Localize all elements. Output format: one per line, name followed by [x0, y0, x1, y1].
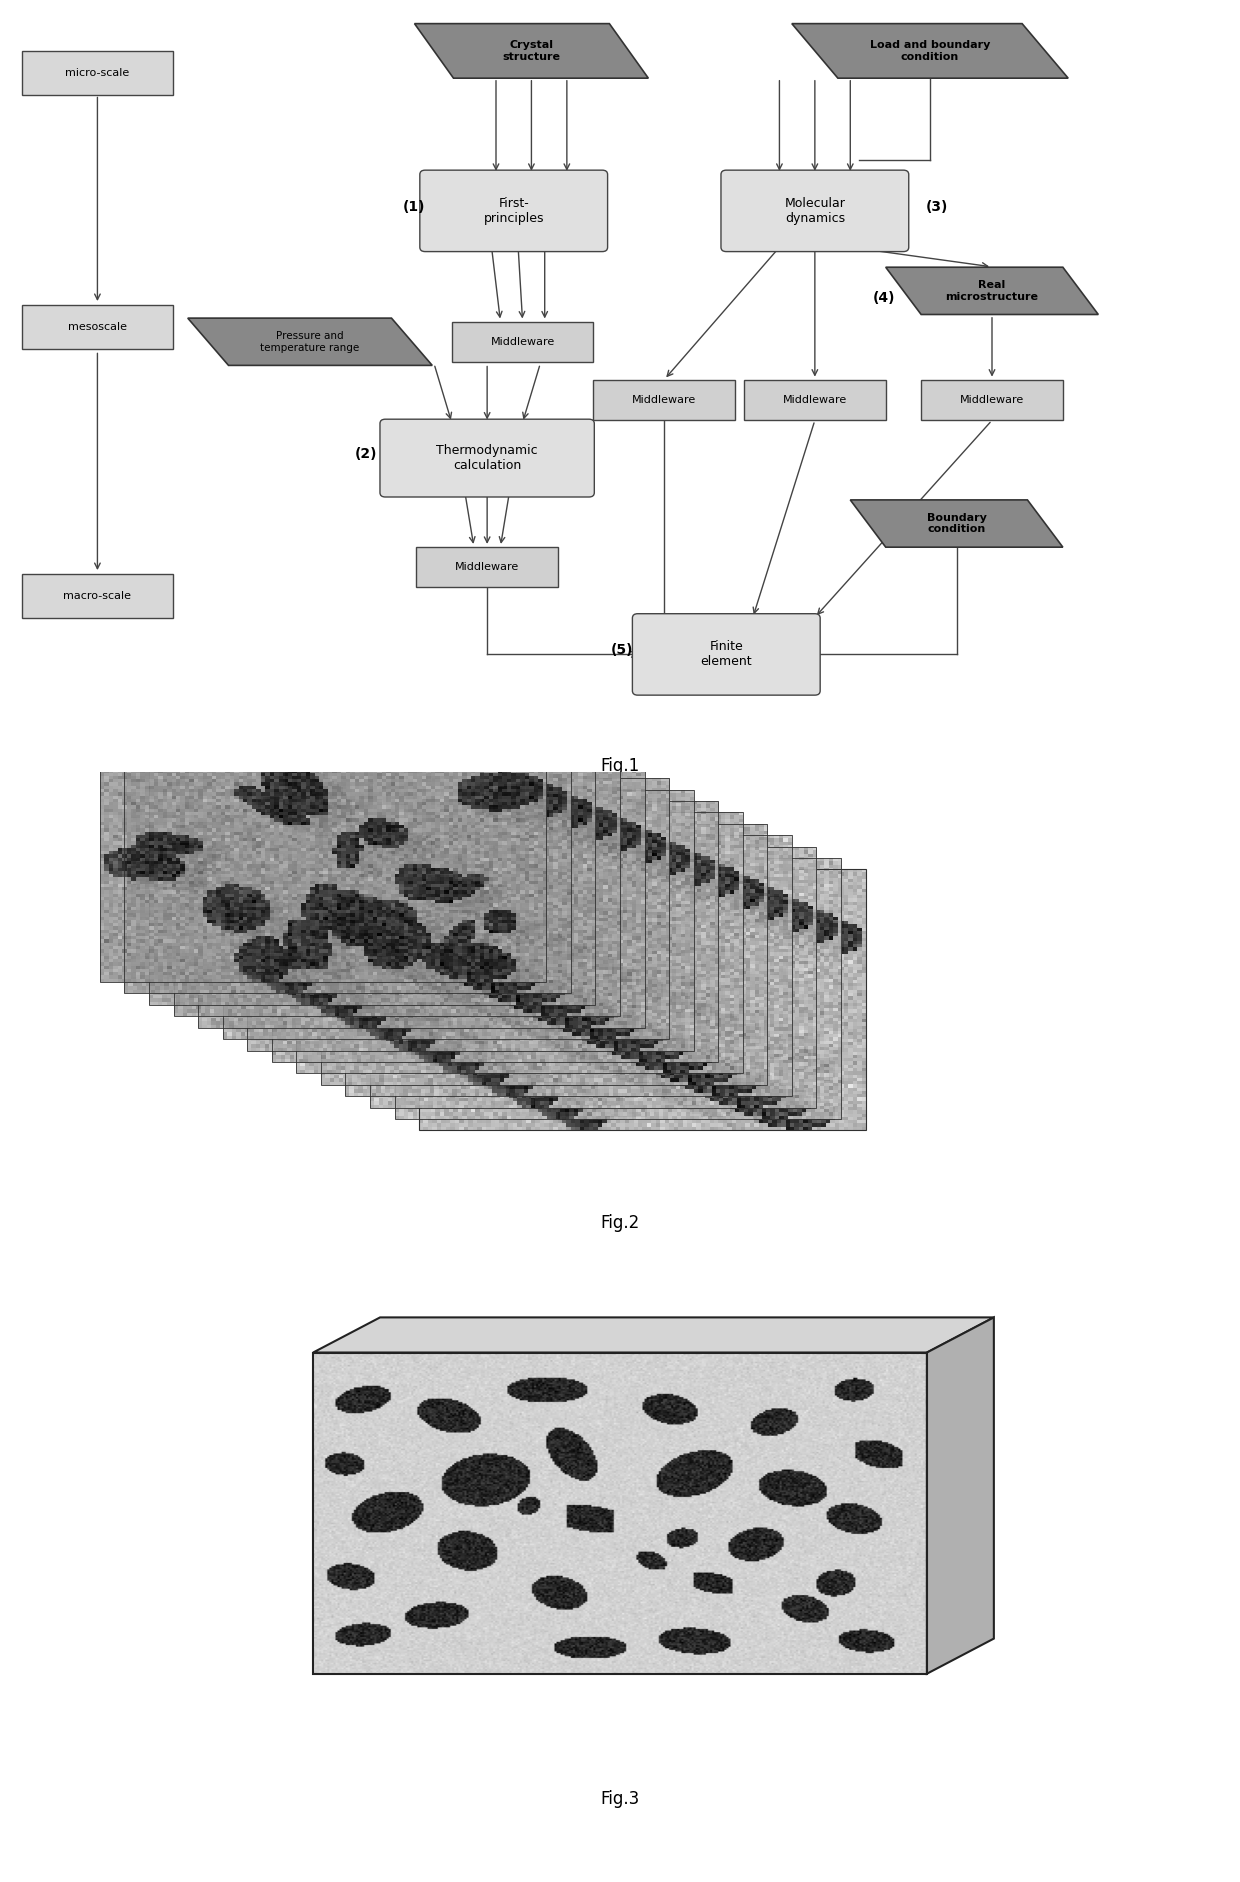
FancyBboxPatch shape: [451, 322, 594, 361]
Text: Pressure and
temperature range: Pressure and temperature range: [260, 331, 360, 352]
FancyBboxPatch shape: [921, 380, 1063, 420]
FancyBboxPatch shape: [632, 614, 820, 694]
Text: (4): (4): [873, 290, 895, 305]
Text: Thermodynamic
calculation: Thermodynamic calculation: [436, 444, 538, 472]
Text: micro-scale: micro-scale: [66, 68, 129, 77]
Text: (3): (3): [925, 199, 947, 215]
Text: Middleware: Middleware: [491, 337, 554, 346]
FancyBboxPatch shape: [720, 169, 909, 252]
Text: Middleware: Middleware: [960, 395, 1024, 405]
Text: Middleware: Middleware: [455, 563, 520, 572]
Polygon shape: [187, 318, 433, 365]
Polygon shape: [414, 24, 649, 79]
Text: Fig.3: Fig.3: [600, 1790, 640, 1809]
Text: Crystal
structure: Crystal structure: [502, 40, 560, 62]
Text: Molecular
dynamics: Molecular dynamics: [785, 198, 846, 224]
FancyBboxPatch shape: [22, 305, 172, 348]
Text: Fig.2: Fig.2: [600, 1214, 640, 1233]
Text: Fig.1: Fig.1: [600, 757, 640, 775]
Text: mesoscale: mesoscale: [68, 322, 126, 333]
FancyBboxPatch shape: [417, 548, 558, 587]
FancyBboxPatch shape: [594, 380, 735, 420]
Text: (5): (5): [611, 644, 634, 657]
Text: (2): (2): [355, 448, 377, 461]
Polygon shape: [928, 1317, 994, 1673]
Polygon shape: [885, 267, 1099, 314]
Text: First-
principles: First- principles: [484, 198, 544, 224]
FancyBboxPatch shape: [420, 169, 608, 252]
Polygon shape: [312, 1317, 994, 1353]
Polygon shape: [851, 501, 1063, 548]
FancyBboxPatch shape: [22, 51, 172, 94]
FancyBboxPatch shape: [744, 380, 885, 420]
Text: Load and boundary
condition: Load and boundary condition: [869, 40, 991, 62]
Text: Real
microstructure: Real microstructure: [945, 280, 1039, 301]
Text: Boundary
condition: Boundary condition: [926, 512, 987, 534]
Text: (1): (1): [403, 199, 425, 215]
FancyBboxPatch shape: [22, 574, 172, 617]
Polygon shape: [792, 24, 1068, 79]
Text: macro-scale: macro-scale: [63, 591, 131, 600]
FancyBboxPatch shape: [379, 420, 594, 497]
Text: Middleware: Middleware: [632, 395, 697, 405]
Text: Middleware: Middleware: [782, 395, 847, 405]
Text: Finite
element: Finite element: [701, 640, 753, 668]
